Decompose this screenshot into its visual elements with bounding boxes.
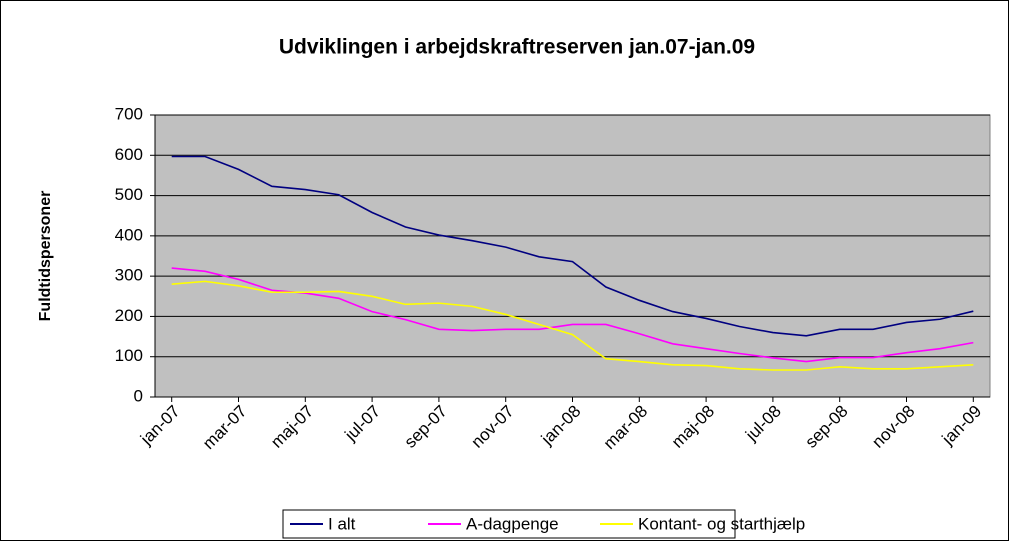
y-tick-label: 0 (134, 386, 143, 405)
legend-label: I alt (328, 514, 356, 533)
y-tick-label: 700 (115, 104, 143, 123)
series-line (171, 267, 974, 363)
y-tick-label: 300 (115, 266, 143, 285)
legend-label: A-dagpenge (466, 514, 559, 533)
legend-box (282, 509, 736, 539)
series-line (171, 155, 974, 337)
chart-title: Udviklingen i arbejdskraftreserven jan.0… (279, 36, 755, 59)
plot-area (154, 114, 991, 398)
y-tick-label: 200 (115, 306, 143, 325)
legend-label: Kontant- og starthjælp (638, 514, 805, 533)
y-tick-label: 500 (115, 185, 143, 204)
y-tick-label: 600 (115, 145, 143, 164)
y-axis-label: Fuldtidspersoner (37, 191, 54, 322)
y-tick-label: 400 (115, 225, 143, 244)
y-tick-label: 100 (115, 346, 143, 365)
series-line (171, 280, 974, 371)
